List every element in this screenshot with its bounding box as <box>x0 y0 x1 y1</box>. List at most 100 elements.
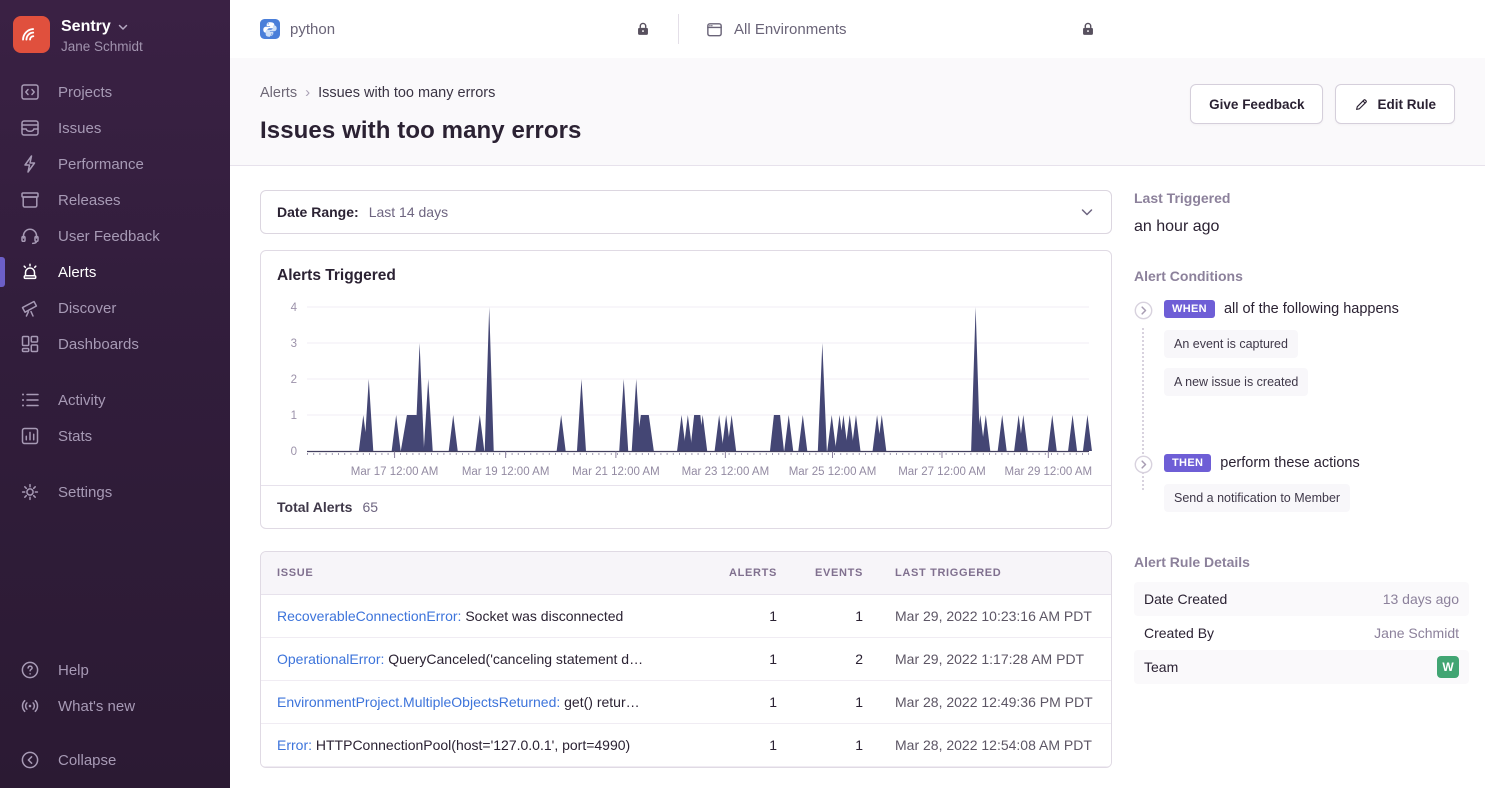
when-items: An event is captured A new issue is creat… <box>1164 330 1469 396</box>
sidebar-item-help[interactable]: Help <box>0 652 230 688</box>
project-lock-icon[interactable] <box>634 20 652 38</box>
environments-icon <box>705 20 724 39</box>
last-triggered-date: Mar 28, 2022 12:49:36 PM PDT <box>879 680 1111 724</box>
issue-row[interactable]: Error: HTTPConnectionPool(host='127.0.0.… <box>261 723 1111 767</box>
date-range-value: Last 14 days <box>368 204 449 220</box>
events-count: 1 <box>793 594 879 638</box>
issue-description: get() retur… <box>560 694 640 710</box>
column-header-alerts: ALERTS <box>707 552 793 595</box>
breadcrumb-separator-icon: › <box>305 84 311 101</box>
alerts-count: 1 <box>707 680 793 724</box>
alerts-count: 1 <box>707 723 793 767</box>
discover-icon <box>19 297 41 319</box>
give-feedback-label: Give Feedback <box>1209 96 1305 112</box>
sentry-logo-icon <box>13 16 50 53</box>
page-title: Issues with too many errors <box>260 117 582 144</box>
alert-conditions-heading: Alert Conditions <box>1134 268 1243 284</box>
rule-details-heading: Alert Rule Details <box>1134 554 1250 570</box>
svg-text:Mar 17 12:00 AM: Mar 17 12:00 AM <box>351 466 439 478</box>
issues-table-header: ISSUE ALERTS EVENTS LAST TRIGGERED <box>261 552 1111 595</box>
svg-text:3: 3 <box>291 338 297 350</box>
last-triggered-heading: Last Triggered <box>1134 190 1231 206</box>
sidebar-item-activity[interactable]: Activity <box>0 382 230 418</box>
condition-item: Send a notification to Member <box>1164 484 1351 512</box>
sidebar-item-label: Discover <box>58 299 117 317</box>
sidebar-item-collapse[interactable]: Collapse <box>0 742 230 778</box>
column-header-issue: ISSUE <box>261 552 707 595</box>
environment-lock-icon[interactable] <box>1079 20 1097 38</box>
events-count: 1 <box>793 723 879 767</box>
chevron-down-icon <box>1079 204 1095 220</box>
context-topbar: python All Environments <box>230 0 1485 58</box>
sidebar-item-label: User Feedback <box>58 227 160 245</box>
give-feedback-button[interactable]: Give Feedback <box>1190 84 1324 124</box>
issue-link[interactable]: OperationalError: <box>277 651 385 667</box>
sidebar-item-settings[interactable]: Settings <box>0 474 230 510</box>
chevron-down-icon <box>118 24 128 30</box>
sidebar-item-label: Stats <box>58 427 93 445</box>
svg-text:4: 4 <box>291 302 298 314</box>
org-info: Sentry Jane Schmidt <box>61 16 143 54</box>
main-column: Date Range: Last 14 days Alerts Triggere… <box>260 190 1112 788</box>
issue-link[interactable]: EnvironmentProject.MultipleObjectsReturn… <box>277 694 561 710</box>
condition-item: An event is captured <box>1164 330 1298 358</box>
sidebar-item-discover[interactable]: Discover <box>0 290 230 326</box>
sidebar-item-performance[interactable]: Performance <box>0 146 230 182</box>
settings-icon <box>19 481 41 503</box>
environment-name: All Environments <box>734 20 847 38</box>
header-actions: Give Feedback Edit Rule <box>1190 84 1455 124</box>
issue-row[interactable]: RecoverableConnectionError: Socket was d… <box>261 594 1111 638</box>
collapse-icon <box>19 749 41 771</box>
date-range-select[interactable]: Date Range: Last 14 days <box>260 190 1112 234</box>
issue-link[interactable]: Error: <box>277 737 312 753</box>
then-text: perform these actions <box>1220 455 1360 471</box>
performance-icon <box>19 153 41 175</box>
sidebar-item-user-feedback[interactable]: User Feedback <box>0 218 230 254</box>
last-triggered-date: Mar 29, 2022 10:23:16 AM PDT <box>879 594 1111 638</box>
environment-selector[interactable]: All Environments <box>705 20 1097 39</box>
edit-rule-label: Edit Rule <box>1377 96 1436 112</box>
breadcrumb-current: Issues with too many errors <box>318 84 496 101</box>
column-header-last-triggered: LAST TRIGGERED <box>879 552 1111 595</box>
sidebar-item-label: Performance <box>58 155 144 173</box>
chart-title: Alerts Triggered <box>277 267 396 284</box>
python-project-icon <box>260 19 280 39</box>
total-alerts-label: Total Alerts <box>277 499 353 515</box>
sidebar-item-dashboards[interactable]: Dashboards <box>0 326 230 362</box>
edit-rule-button[interactable]: Edit Rule <box>1335 84 1455 124</box>
chart-footer: Total Alerts 65 <box>261 485 1111 528</box>
alerts-count: 1 <box>707 637 793 681</box>
releases-icon <box>19 189 41 211</box>
issue-row[interactable]: EnvironmentProject.MultipleObjectsReturn… <box>261 680 1111 724</box>
sidebar-item-label: Alerts <box>58 263 97 281</box>
issue-row[interactable]: OperationalError: QueryCanceled('canceli… <box>261 637 1111 681</box>
date-range-label: Date Range: <box>277 204 359 220</box>
sidebar-item-alerts[interactable]: Alerts <box>0 254 230 290</box>
alerts-triggered-chart[interactable]: 0 1 2 3 4 Mar 17 12:00 AM Mar 19 12:00 AM Mar 2… <box>261 291 1111 485</box>
sidebar-item-label: What's new <box>58 697 136 715</box>
sidebar-item-projects[interactable]: Projects <box>0 74 230 110</box>
sidebar-item-stats[interactable]: Stats <box>0 418 230 454</box>
project-selector[interactable]: python <box>260 19 652 39</box>
activity-icon <box>19 389 41 411</box>
condition-item: A new issue is created <box>1164 368 1309 396</box>
svg-text:1: 1 <box>291 410 297 422</box>
then-condition-block: THEN perform these actions Send a notifi… <box>1134 454 1469 512</box>
page-content: Date Range: Last 14 days Alerts Triggere… <box>230 166 1485 788</box>
detail-label: Created By <box>1144 625 1215 641</box>
sidebar-item-label: Issues <box>58 119 102 137</box>
issue-link[interactable]: RecoverableConnectionError: <box>277 608 462 624</box>
sidebar-item-what-s-new[interactable]: What's new <box>0 688 230 724</box>
dashboards-icon <box>19 333 41 355</box>
breadcrumb-alerts-link[interactable]: Alerts <box>260 84 298 101</box>
issue-description: Socket was disconnected <box>461 608 624 624</box>
org-switcher[interactable]: Sentry Jane Schmidt <box>0 0 230 74</box>
last-triggered-date: Mar 29, 2022 1:17:28 AM PDT <box>879 637 1111 681</box>
sidebar-item-issues[interactable]: Issues <box>0 110 230 146</box>
sidebar-item-releases[interactable]: Releases <box>0 182 230 218</box>
events-count: 1 <box>793 680 879 724</box>
then-badge: THEN <box>1164 454 1212 472</box>
team-avatar-badge[interactable]: W <box>1437 656 1459 678</box>
sidebar-footer-nav: Help What's new Collapse <box>0 652 230 788</box>
